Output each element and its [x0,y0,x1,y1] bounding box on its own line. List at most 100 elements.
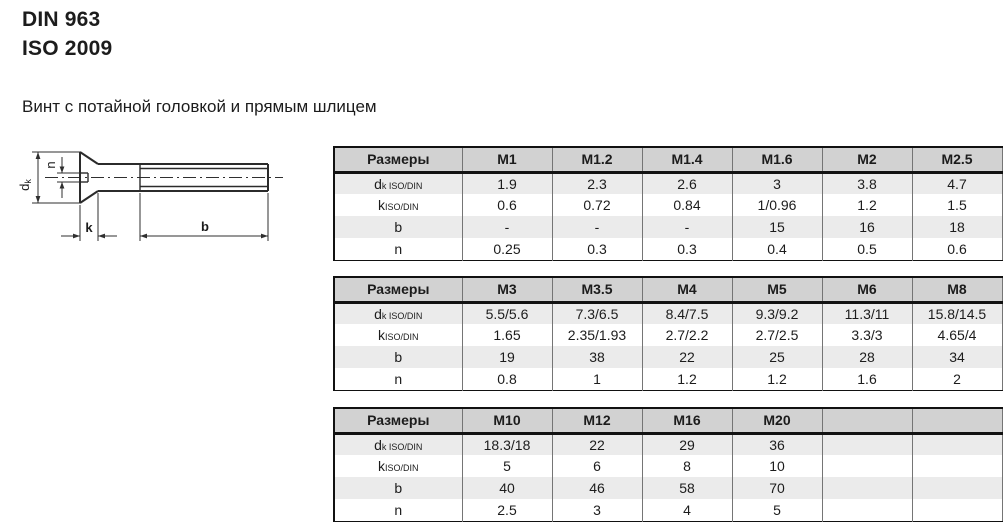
value-cell: 3.3/3 [821,324,912,346]
value-cell: 2.5 [461,499,552,521]
value-cell: 8.4/7.5 [641,302,732,324]
dim-label-dk: dk [17,179,33,191]
value-cell [911,499,1002,521]
value-cell: 0.3 [551,238,642,260]
dimensions-table-m3-m8: Размеры M3 M3.5 M4 M5 M6 M8 dk ISO/DIN 5.5/5.6 7.… [333,276,1003,391]
thread-size-header: M1.2 [551,147,642,174]
parameter-symbol: k [377,327,385,343]
value-cell: 2 [911,368,1002,390]
value-cell: 70 [731,477,822,499]
value-cell: 2.7/2.2 [641,324,732,346]
value-cell: 1.2 [821,194,912,216]
value-cell: 1.2 [641,368,732,390]
value-cell: 1.2 [731,368,822,390]
table-row: kISO/DIN 0.6 0.72 0.84 1/0.96 1.2 1.5 [334,194,1002,216]
size-column-header: Размеры [334,147,462,174]
thread-size-header: M1 [461,147,552,174]
value-cell: 11.3/11 [821,302,912,324]
value-cell: 0.72 [551,194,642,216]
thread-size-header: M8 [911,277,1002,304]
value-cell: 58 [641,477,732,499]
dim-label-n: n [43,161,58,168]
dim-label-k: k [85,220,93,235]
value-cell: 18 [911,216,1002,238]
thread-size-header [911,408,1002,435]
value-cell [911,477,1002,499]
thread-size-header: M2 [821,147,912,174]
value-cell: 0.3 [641,238,732,260]
standard-din: DIN 963 [22,8,101,31]
dim-label-b: b [201,219,209,234]
table-header-row: Размеры M10 M12 M16 M20 [334,408,1002,435]
value-cell: 46 [551,477,642,499]
value-cell [911,455,1002,477]
parameter-symbol: b [394,480,403,496]
parameter-label: kISO/DIN [334,324,462,346]
value-cell: 2.3 [551,172,642,194]
value-cell: 6 [551,455,642,477]
dimensions-table-m1-m2.5: Размеры M1 M1.2 M1.4 M1.6 M2 M2.5 dk ISO/DIN 1.9… [333,146,1003,261]
value-cell: 22 [641,346,732,368]
value-cell: 8 [641,455,732,477]
value-cell: 4.7 [911,172,1002,194]
parameter-symbol: d [374,436,382,453]
thread-size-header: M5 [731,277,822,304]
parameter-subscript: ISO/DIN [384,202,419,212]
page-title: DIN 963 ISO 2009 [22,5,112,63]
value-cell: 2.35/1.93 [551,324,642,346]
value-cell: 15 [731,216,822,238]
parameter-label: b [334,346,462,368]
value-cell: 0.8 [461,368,552,390]
thread-size-header: M3.5 [551,277,642,304]
parameter-symbol: d [374,305,382,322]
value-cell: 0.5 [821,238,912,260]
value-cell: 3 [551,499,642,521]
value-cell: 38 [551,346,642,368]
value-cell: 0.4 [731,238,822,260]
table-header-row: Размеры M1 M1.2 M1.4 M1.6 M2 M2.5 [334,147,1002,174]
parameter-symbol: b [394,219,403,235]
value-cell: 1.5 [911,194,1002,216]
value-cell: 1.65 [461,324,552,346]
value-cell: 9.3/9.2 [731,302,822,324]
value-cell: - [641,216,732,238]
parameter-label: b [334,477,462,499]
parameter-symbol: k [377,197,385,213]
value-cell: 2.6 [641,172,732,194]
value-cell: 3.8 [821,172,912,194]
value-cell: 0.6 [911,238,1002,260]
value-cell: 0.84 [641,194,732,216]
value-cell: 5 [461,455,552,477]
value-cell: 0.25 [461,238,552,260]
parameter-symbol: d [374,175,382,192]
parameter-symbol: n [394,240,403,257]
parameter-label: n [334,238,462,260]
value-cell: 1.6 [821,368,912,390]
dimensions-table-m10-m20: Размеры M10 M12 M16 M20 dk ISO/DIN 18.3/18 22 29… [333,407,1003,522]
parameter-subscript: ISO/DIN [384,463,419,473]
value-cell: 1.9 [461,172,552,194]
table-row: n 0.8 1 1.2 1.2 1.6 2 [334,368,1002,390]
value-cell [821,477,912,499]
value-cell [821,455,912,477]
value-cell: 0.6 [461,194,552,216]
parameter-label: n [334,368,462,390]
value-cell: 5 [731,499,822,521]
table-row: dk ISO/DIN 18.3/18 22 29 36 [334,433,1002,455]
value-cell: 28 [821,346,912,368]
parameter-symbol: n [394,501,403,518]
size-column-header: Размеры [334,408,462,435]
screw-diagram: n dk k b [17,151,283,241]
thread-size-header: M3 [461,277,552,304]
parameter-label: n [334,499,462,521]
table-row: b 19 38 22 25 28 34 [334,346,1002,368]
table-row: dk ISO/DIN 5.5/5.6 7.3/6.5 8.4/7.5 9.3/9.2 11… [334,302,1002,324]
parameter-symbol: b [394,349,403,365]
table-header-row: Размеры M3 M3.5 M4 M5 M6 M8 [334,277,1002,304]
value-cell: 18.3/18 [461,433,552,455]
table-row: n 2.5 3 4 5 [334,499,1002,521]
parameter-label: kISO/DIN [334,455,462,477]
value-cell: 4 [641,499,732,521]
thread-size-header [821,408,912,435]
value-cell: 16 [821,216,912,238]
